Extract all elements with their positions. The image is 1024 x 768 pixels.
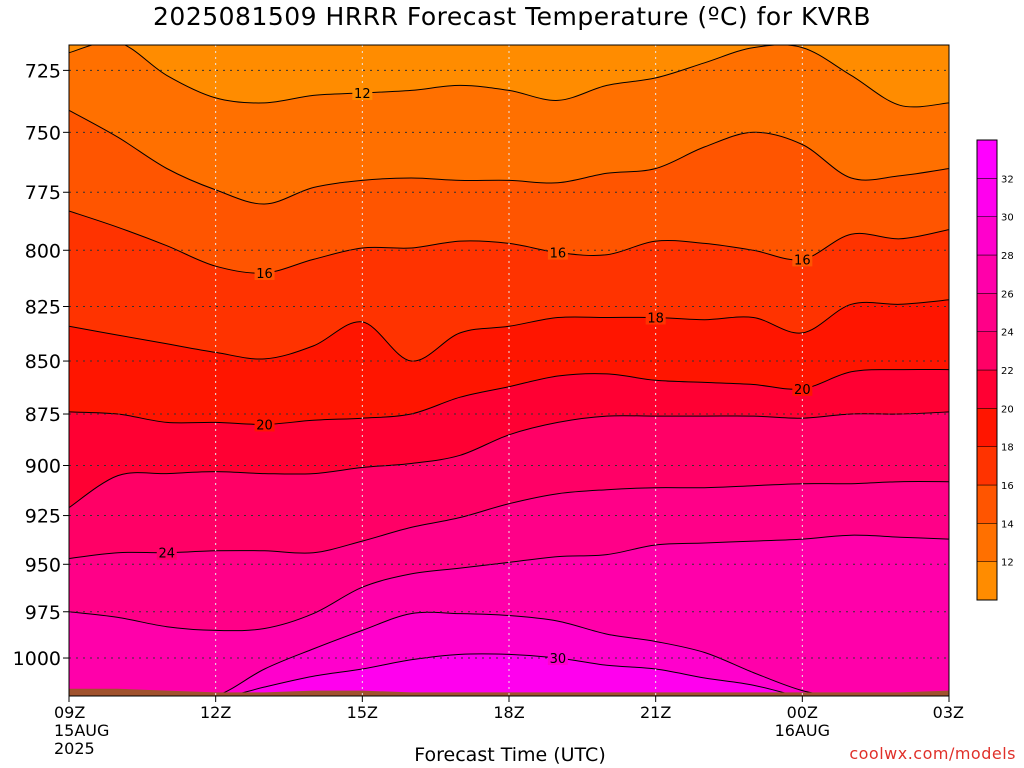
colorbar-label-16: 16: [1001, 481, 1014, 492]
contour-label-18: 18: [647, 312, 664, 327]
chart-title: 2025081509 HRRR Forecast Temperature (ºC…: [153, 2, 871, 31]
contour-label-bg-20: [792, 381, 813, 396]
y-tick-label-825: 825: [25, 296, 61, 318]
colorbar-swatch-34: [976, 139, 998, 179]
contour-label-bg-16: [547, 245, 568, 260]
x-tick-sublabel-16AUG: 16AUG: [775, 721, 830, 740]
colorbar-label-26: 26: [1001, 289, 1014, 300]
contour-label-16: 16: [550, 247, 567, 262]
x-tick-label-18Z: 18Z: [493, 703, 524, 722]
contour-label-24: 24: [159, 547, 176, 562]
contour-label-bg-30: [547, 651, 568, 666]
x-tick-label-09Z: 09Z: [54, 703, 85, 722]
contour-label-bg-24: [156, 545, 177, 560]
x-tick-label-00Z: 00Z: [787, 703, 818, 722]
contour-label-20: 20: [794, 383, 811, 398]
x-tick-sublabel-15AUG: 15AUG: [54, 721, 109, 740]
contour-label-bg-18: [645, 310, 666, 325]
colorbar-label-12: 12: [1001, 558, 1014, 569]
y-tick-label-875: 875: [25, 404, 61, 426]
isotherm-30: [228, 653, 798, 696]
colorbar-label-28: 28: [1001, 251, 1014, 262]
y-tick-label-975: 975: [25, 602, 61, 624]
x-tick-label-03Z: 03Z: [933, 703, 964, 722]
x-tick-label-15Z: 15Z: [347, 703, 378, 722]
y-tick-label-775: 775: [25, 182, 61, 204]
y-tick-label-750: 750: [25, 122, 61, 144]
colorbar-label-32: 32: [1001, 174, 1014, 185]
colorbar-swatch-12: [976, 561, 998, 601]
colorbar: 12 14 16 18 20 22 24 26 28 30 32: [976, 139, 1014, 601]
contour-label-16: 16: [794, 253, 811, 268]
y-tick-label-900: 900: [25, 455, 61, 477]
colorbar-swatch-26: [976, 293, 998, 332]
y-tick-label-950: 950: [25, 554, 61, 576]
colorbar-label-24: 24: [1001, 328, 1014, 339]
y-axis-ticks: 725 750 775 800 825 850 875 900 925 950 975 1000: [13, 60, 69, 670]
ground-surface: [69, 688, 949, 696]
y-tick-label-800: 800: [25, 240, 61, 262]
x-tick-label-12Z: 12Z: [200, 703, 231, 722]
colorbar-swatch-18: [976, 446, 998, 486]
contour-label-12: 12: [354, 87, 371, 102]
x-tick-sublabel-2025: 2025: [54, 739, 95, 758]
contour-label-bg-16: [792, 252, 813, 267]
colorbar-label-20: 20: [1001, 404, 1014, 415]
colorbar-frame: [976, 139, 998, 601]
colorbar-label-14: 14: [1001, 519, 1014, 530]
contour-label-bg-16: [254, 265, 275, 280]
x-axis-label: Forecast Time (UTC): [414, 744, 606, 766]
contour-label-30: 30: [550, 652, 567, 667]
contour-label-20: 20: [256, 418, 273, 433]
colorbar-label-18: 18: [1001, 443, 1014, 454]
colorbar-swatch-14: [976, 523, 998, 562]
y-tick-label-725: 725: [25, 60, 61, 82]
colorbar-label-30: 30: [1001, 213, 1014, 224]
colorbar-swatch-24: [976, 331, 998, 371]
colorbar-swatch-30: [976, 216, 998, 256]
colorbar-label-22: 22: [1001, 366, 1014, 377]
contour-labels: 30 24 20 20 18 16 16 16 12: [156, 85, 813, 667]
contour-label-bg-12: [352, 85, 373, 100]
credit-link[interactable]: coolwx.com/models: [849, 744, 1016, 763]
colorbar-swatch-16: [976, 484, 998, 524]
x-tick-label-21Z: 21Z: [640, 703, 671, 722]
isotherm-12: [69, 45, 949, 108]
contour-label-bg-20: [254, 417, 275, 432]
colorbar-swatch-20: [976, 408, 998, 447]
ground-fill: [69, 688, 949, 696]
y-tick-label-1000: 1000: [13, 648, 61, 670]
contour-label-16: 16: [256, 267, 273, 282]
y-tick-label-850: 850: [25, 351, 61, 373]
colorbar-swatch-28: [976, 254, 998, 294]
y-tick-label-925: 925: [25, 506, 61, 528]
colorbar-swatch-22: [976, 369, 998, 409]
colorbar-swatch-32: [976, 178, 998, 217]
